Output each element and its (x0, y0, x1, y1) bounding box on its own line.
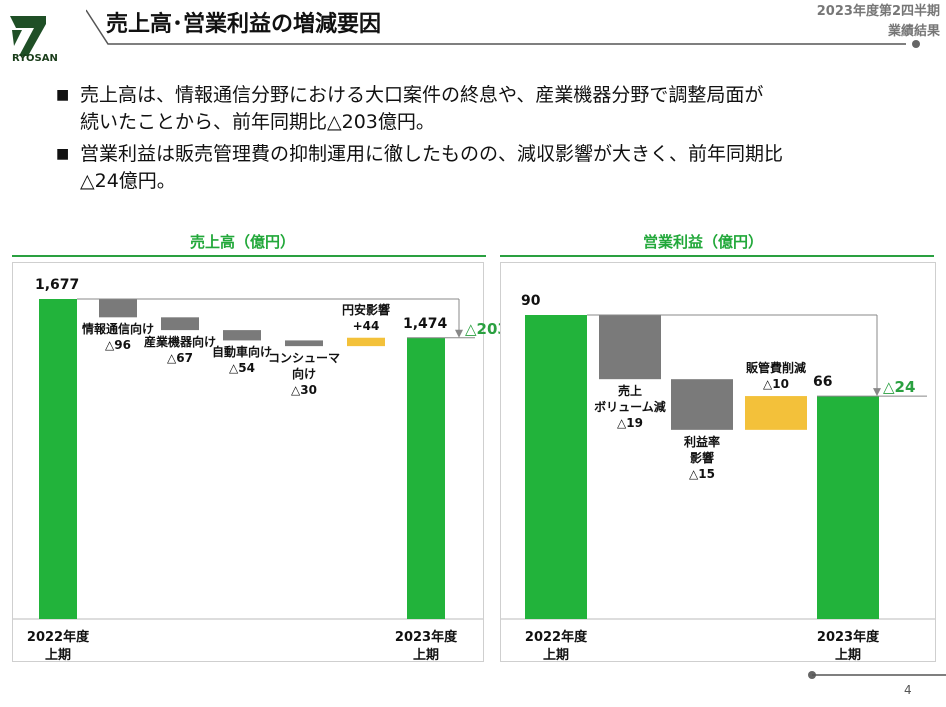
header-rule (86, 9, 920, 48)
footer-rule (808, 671, 946, 679)
profit-title-rule (500, 255, 934, 257)
step-bar (599, 315, 661, 380)
sales-chart-title: 売上高（億円） (190, 233, 296, 251)
square-bullet-icon: ■ (56, 87, 70, 103)
step-bar (223, 330, 261, 341)
bullet-item: ■ 売上高は、情報通信分野における大口案件の終息や、産業機器分野で調整局面が 続… (56, 82, 936, 136)
sales-title-rule (12, 255, 486, 257)
step-bar (285, 340, 323, 347)
summary-bullets: ■ 売上高は、情報通信分野における大口案件の終息や、産業機器分野で調整局面が 続… (56, 82, 936, 200)
bullet-text: 営業利益は販売管理費の抑制運用に徹したものの、減収影響が大きく、前年同期比 △2… (80, 143, 784, 192)
end-year-label: 2023年度 上期 (394, 630, 458, 663)
step-bar (99, 299, 137, 318)
waterfall-svg (13, 298, 483, 620)
start-bar (525, 315, 587, 619)
step-label: コンシューマ 向け △30 (267, 351, 340, 398)
step-bar (347, 337, 385, 347)
operating-profit-waterfall-chart: 90 2022年度 上期 売上 ボリューム減 △19 利益率 影響 △15 販管費削減 … (500, 262, 936, 663)
step-label: 産業機器向け △67 (143, 335, 216, 366)
start-value-label: 90 (521, 293, 541, 309)
step-label: 自動車向け △54 (211, 345, 272, 376)
end-bar (407, 337, 445, 619)
delta-label: △24 (883, 378, 916, 397)
bullet-item: ■ 営業利益は販売管理費の抑制運用に徹したものの、減収影響が大きく、前年同期比 … (56, 141, 936, 195)
step-label: 利益率 影響 △15 (683, 434, 720, 481)
page-title: 売上高･営業利益の増減要因 (106, 12, 382, 37)
report-period: 2023年度第2四半期 業績結果 (760, 2, 940, 42)
end-year-label: 2023年度 上期 (816, 630, 880, 663)
step-label: 情報通信向け △96 (81, 322, 154, 353)
report-period-line2: 業績結果 (887, 24, 940, 39)
bullet-text: 売上高は、情報通信分野における大口案件の終息や、産業機器分野で調整局面が 続いた… (80, 84, 764, 133)
end-value-label: 1,474 (403, 315, 448, 332)
start-year-label: 2022年度 上期 (524, 630, 588, 663)
step-bar (671, 379, 733, 430)
start-value-label: 1,677 (35, 277, 80, 293)
step-bar (745, 396, 807, 430)
step-label: 売上 ボリューム減 △19 (594, 384, 666, 431)
profit-chart-title: 営業利益（億円） (643, 233, 764, 251)
step-label: 円安影響 +44 (341, 302, 390, 333)
sales-waterfall-chart: 1,677 2022年度 上期 情報通信向け △96 産業機器向け △67 自動車向け … (12, 262, 508, 663)
delta-arrow-head (455, 329, 463, 338)
report-period-line1: 2023年度第2四半期 (816, 4, 940, 19)
end-value-label: 66 (813, 374, 833, 391)
delta-arrow-head (873, 388, 881, 397)
delta-label: △203 (465, 319, 508, 338)
step-bar (161, 317, 199, 331)
waterfall-svg (501, 314, 935, 620)
step-label: 販管費削減 △10 (745, 361, 806, 392)
page-number: 4 (904, 683, 912, 697)
start-year-label: 2022年度 上期 (26, 630, 90, 663)
end-bar (817, 396, 879, 619)
start-bar (39, 299, 77, 619)
logo-text: RYOSAN (12, 53, 58, 64)
ryosan-logo-icon (10, 16, 46, 56)
square-bullet-icon: ■ (56, 146, 70, 162)
